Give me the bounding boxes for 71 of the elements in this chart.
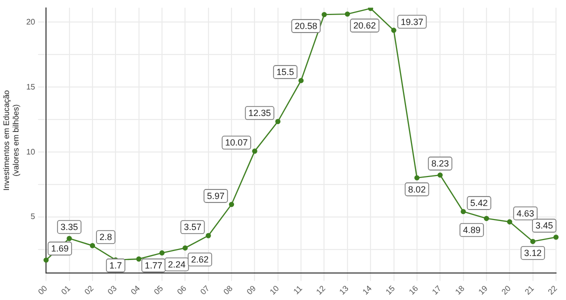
data-label: 4.63 [516,208,534,218]
point [66,236,72,242]
x-tick-label: 00 [36,284,50,297]
point [275,118,280,124]
point [322,12,327,18]
point [507,219,512,224]
data-label: 3.12 [524,248,542,258]
x-tick-label: 03 [106,284,119,297]
data-label: 1.69 [51,244,69,254]
x-tick-label: 06 [175,284,189,297]
x-tick-label: 13 [338,284,351,297]
point [206,233,211,238]
point [460,208,466,214]
data-label: 2.62 [191,254,209,264]
x-tick-label: 07 [198,284,212,297]
data-label: 3.45 [535,220,554,231]
point [484,216,490,222]
x-tick-label: 18 [454,284,467,297]
x-tick-label: 04 [129,284,142,297]
x-tick-label: 19 [476,284,490,297]
data-label: 10.07 [225,138,248,148]
point [438,172,443,178]
point [90,243,96,248]
y-tick-label: 15 [26,82,36,92]
x-tick-label: 20 [500,284,513,297]
point [530,238,536,244]
point [136,256,142,262]
data-label: 12.35 [248,108,271,118]
data-label: 2.8 [99,232,112,242]
x-tick-label: 21 [523,284,536,297]
point [159,250,165,256]
data-label: 20.62 [353,20,376,31]
x-tick-label: 15 [384,284,398,297]
data-label: 3.35 [60,222,78,232]
point [298,78,304,84]
x-tick-label: 22 [546,284,560,297]
data-label: 4.89 [462,224,480,235]
data-label: 8.23 [431,158,449,169]
data-label: 19.37 [400,16,424,27]
y-tick-label: 5 [30,212,36,222]
data-label: 20.58 [294,21,318,32]
x-tick-label: 14 [360,284,374,297]
point [228,202,234,208]
point [553,234,559,240]
point [344,11,350,17]
point [414,175,420,180]
point [44,257,49,263]
data-label: 5.97 [207,190,225,201]
data-label: 3.57 [184,222,202,232]
point [391,28,396,33]
point [182,245,188,251]
data-label: 1.7 [109,260,122,270]
data-label: 8.02 [408,184,426,194]
data-label: 2.24 [168,259,186,270]
y-tick-label: 20 [26,17,36,26]
data-label: 1.77 [144,260,162,270]
x-tick-label: 09 [245,284,258,297]
x-tick-label: 11 [292,284,304,296]
x-tick-label: 12 [314,284,328,297]
x-tick-label: 05 [152,284,166,297]
y-tick-label: 10 [26,147,36,156]
x-tick-label: 08 [222,284,235,297]
x-tick-label: 01 [60,284,73,297]
point [252,148,258,154]
y-axis-title: Investimentos em Educação (valores em bilhões) [2,90,21,191]
data-label: 15.5 [276,67,294,78]
x-tick-label: 16 [407,284,420,297]
x-tick-label: 10 [268,284,282,297]
data-label: 5.42 [470,198,488,208]
x-tick-label: 02 [82,284,96,297]
x-tick-label: 17 [430,284,444,297]
